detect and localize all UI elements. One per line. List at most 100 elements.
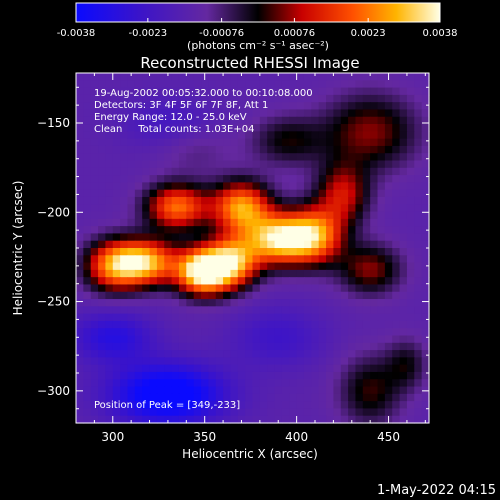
heatmap-cell <box>414 415 423 424</box>
heatmap-cell <box>252 379 261 388</box>
heatmap-cell <box>105 269 114 278</box>
heatmap-cell <box>112 196 121 205</box>
heatmap-cell <box>215 320 224 329</box>
heatmap-cell <box>201 87 209 96</box>
heatmap-cell <box>230 204 239 213</box>
heatmap-cell <box>171 379 180 388</box>
heatmap-cell <box>134 73 143 81</box>
heatmap-cell <box>348 386 357 395</box>
heatmap-cell <box>134 211 143 220</box>
heatmap-cell <box>348 291 357 300</box>
heatmap-cell <box>76 102 84 111</box>
heatmap-cell <box>245 320 254 329</box>
heatmap-cell <box>348 364 357 373</box>
heatmap-cell <box>76 269 84 278</box>
heatmap-cell <box>348 284 357 293</box>
heatmap-cell <box>223 73 232 81</box>
heatmap-cell <box>164 291 173 300</box>
heatmap-cell <box>215 255 224 264</box>
heatmap-cell <box>289 153 298 162</box>
heatmap-cell <box>362 233 371 242</box>
heatmap-cell <box>303 357 312 366</box>
heatmap-cell <box>193 226 202 235</box>
heatmap-cell <box>377 240 386 249</box>
heatmap-cell <box>120 131 129 140</box>
heatmap-cell <box>392 255 401 264</box>
heatmap-cell <box>120 87 129 96</box>
heatmap-cell <box>296 87 305 96</box>
heatmap-cell <box>370 335 379 344</box>
heatmap-cell <box>186 138 195 147</box>
heatmap-cell <box>149 87 158 96</box>
heatmap-cell <box>164 269 173 278</box>
heatmap-cell <box>178 393 187 402</box>
heatmap-cell <box>186 73 195 81</box>
heatmap-cell <box>384 102 393 111</box>
heatmap-cell <box>281 262 290 271</box>
heatmap-cell <box>156 415 165 424</box>
heatmap-cell <box>406 87 415 96</box>
heatmap-cell <box>333 393 342 402</box>
heatmap-cell <box>303 328 312 337</box>
heatmap-cell <box>223 371 232 380</box>
heatmap-cell <box>289 357 298 366</box>
heatmap-cell <box>237 204 246 213</box>
heatmap-cell <box>223 393 232 402</box>
heatmap-cell <box>421 350 430 358</box>
heatmap-cell <box>252 335 261 344</box>
heatmap-cell <box>392 226 401 235</box>
heatmap-cell <box>406 401 415 410</box>
heatmap-cell <box>421 211 430 220</box>
heatmap-cell <box>201 328 209 337</box>
heatmap-cell <box>311 313 320 322</box>
heatmap-cell <box>76 342 84 351</box>
heatmap-cell <box>377 401 386 410</box>
heatmap-cell <box>223 102 232 111</box>
heatmap-cell <box>384 138 393 147</box>
heatmap-cell <box>223 138 232 147</box>
heatmap-cell <box>237 182 246 191</box>
heatmap-cell <box>267 269 276 278</box>
heatmap-cell <box>259 284 268 293</box>
heatmap-cell <box>252 204 261 213</box>
heatmap-cell <box>348 182 357 191</box>
heatmap-cell <box>333 131 342 140</box>
heatmap-cell <box>186 291 195 300</box>
heatmap-cell <box>98 255 107 264</box>
heatmap-cell <box>105 313 114 322</box>
heatmap-cell <box>208 335 217 344</box>
heatmap-cell <box>333 306 342 315</box>
heatmap-cell <box>326 87 334 96</box>
heatmap-cell <box>186 284 195 293</box>
heatmap-cell <box>333 189 342 198</box>
heatmap-cell <box>303 248 312 256</box>
heatmap-cell <box>223 342 232 351</box>
heatmap-cell <box>215 218 224 227</box>
heatmap-cell <box>377 408 386 417</box>
heatmap-cell <box>406 255 415 264</box>
heatmap-cell <box>120 182 129 191</box>
heatmap-cell <box>421 182 430 191</box>
heatmap-cell <box>156 248 165 256</box>
heatmap-cell <box>171 299 180 307</box>
heatmap-cell <box>333 240 342 249</box>
heatmap-cell <box>399 80 408 89</box>
heatmap-cell <box>355 116 364 125</box>
heatmap-cell <box>142 320 151 329</box>
heatmap-cell <box>281 364 290 373</box>
heatmap-cell <box>98 415 107 424</box>
heatmap-cell <box>377 342 386 351</box>
heatmap-cell <box>326 320 334 329</box>
heatmap-cell <box>245 182 254 191</box>
heatmap-cell <box>362 255 371 264</box>
heatmap-cell <box>421 401 430 410</box>
heatmap-cell <box>215 313 224 322</box>
heatmap-cell <box>127 284 136 293</box>
heatmap-cell <box>112 342 121 351</box>
heatmap-cell <box>384 160 393 169</box>
heatmap-cell <box>193 240 202 249</box>
heatmap-cell <box>142 357 151 366</box>
heatmap-cell <box>384 255 393 264</box>
heatmap-cell <box>90 109 99 118</box>
heatmap-cell <box>178 211 187 220</box>
